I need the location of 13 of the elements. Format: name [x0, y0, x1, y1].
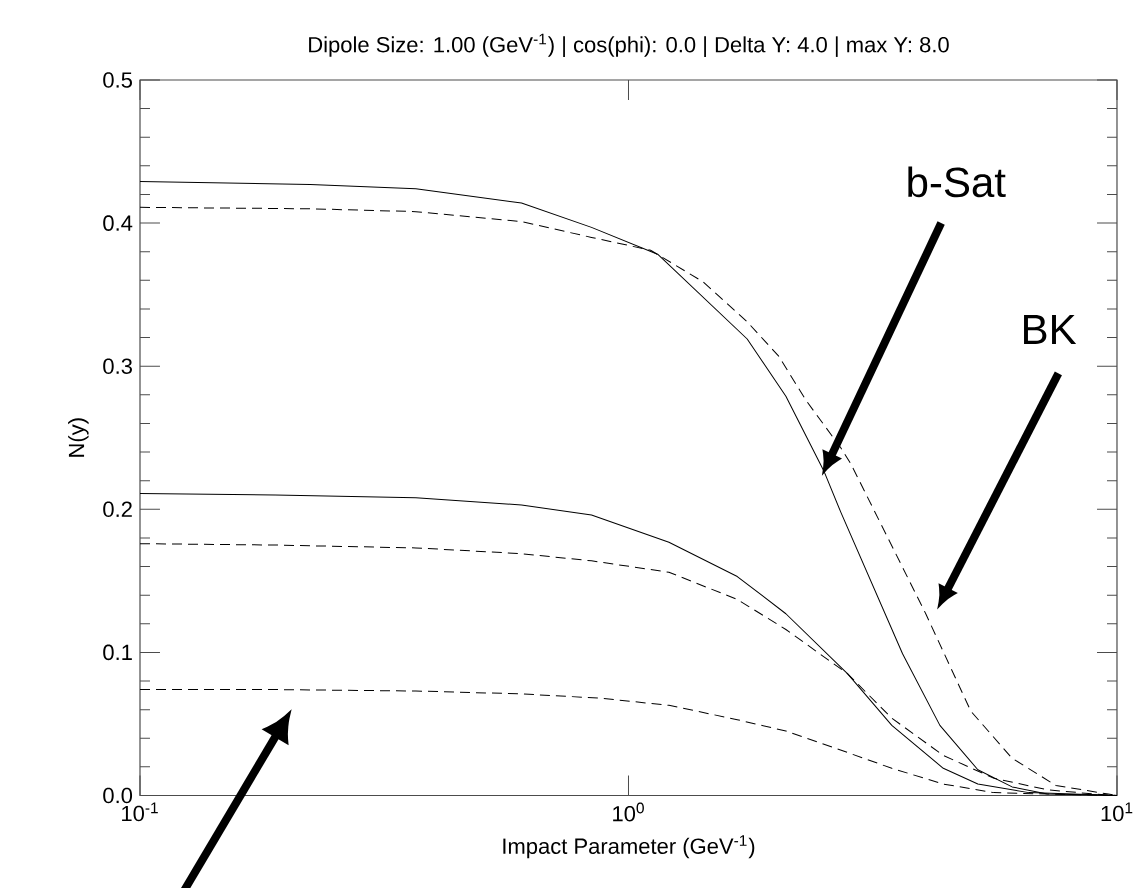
- y-tick-label: 0.4: [103, 215, 133, 231]
- y-tick-label: 0.0: [103, 787, 133, 804]
- y-tick-label: 0.3: [103, 358, 132, 374]
- chart-title: Dipole Size: 1.00 (GeV$^{-1}$) | cos(phi): 0.0 | Delta Y: 4.0 | max Y: 8.0: [309, 33, 949, 57]
- y-tick-label: 0.2: [103, 501, 132, 518]
- x-axis-title: Impact Parameter (GeV$^{-1}$): [503, 835, 755, 859]
- x-tick-label: 10$^{0}$: [613, 802, 644, 822]
- y-tick-label: 0.1: [103, 644, 132, 661]
- y-axis-title: N(y): [68, 418, 89, 457]
- y-tick-label: 0.5: [103, 72, 132, 88]
- x-tick-label: 10$^{1}$: [1101, 802, 1133, 822]
- annotation: b-Sat: [908, 166, 1006, 198]
- annotation: BK: [1024, 315, 1077, 344]
